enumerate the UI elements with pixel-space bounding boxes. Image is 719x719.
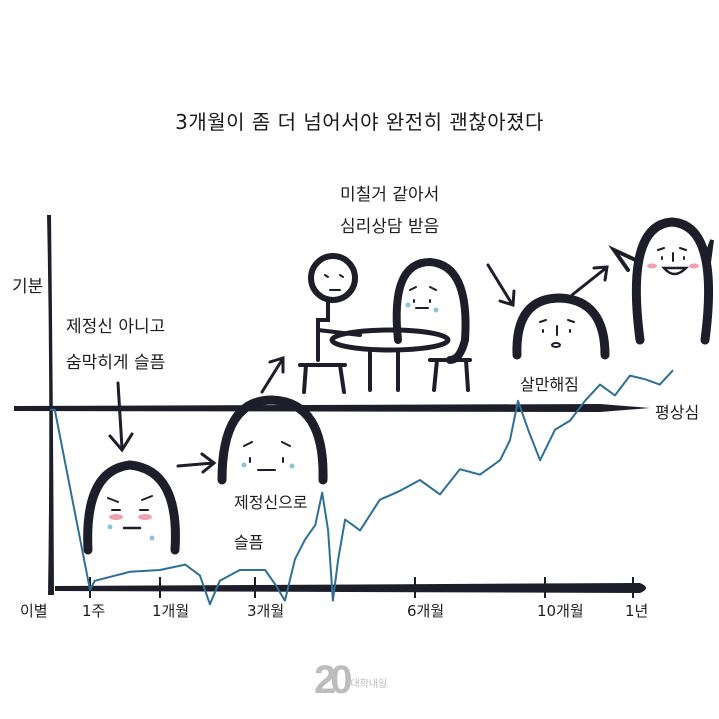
- counseling-scene-illustration: [298, 253, 472, 394]
- x-tick-label: 1개월: [152, 602, 189, 620]
- happy-character-illustration: [608, 217, 714, 345]
- sad-character-illustration: [217, 395, 328, 485]
- x-tick-label: 이별: [20, 602, 48, 620]
- x-tick-label: 10개월: [537, 602, 584, 620]
- note-3-line-1: 미칠거 같아서: [340, 185, 439, 205]
- mood-line: [50, 369, 674, 606]
- logo-mark: 20: [314, 658, 352, 702]
- x-tick-label: 1년: [625, 602, 648, 620]
- arrow-up-right-icon: [260, 355, 285, 394]
- arrow-up-right-icon: [570, 265, 609, 297]
- note-3-line-2: 심리상담 받음: [340, 217, 439, 237]
- note-2-line-1: 제정신으로: [234, 493, 308, 512]
- x-tick-label: 6개월: [407, 602, 444, 620]
- y-axis-label: 기분: [12, 277, 43, 297]
- x-tick-label: 3개월: [247, 602, 284, 620]
- arrow-right-icon: [176, 452, 217, 474]
- arrow-down-icon: [108, 381, 134, 453]
- logo-text: 대학내일: [350, 679, 388, 690]
- x-axis: [55, 583, 646, 593]
- arrow-down-right-icon: [486, 263, 516, 307]
- y-axis: [47, 215, 54, 595]
- x-tick-label: 1주: [82, 602, 105, 620]
- note-2-line-2: 슬픔: [234, 533, 263, 552]
- note-1-line-2: 숨막히게 슬픔: [66, 353, 165, 373]
- reference-line-label: 평상심: [655, 403, 699, 422]
- note-1-line-1: 제정신 아니고: [66, 317, 165, 337]
- brand-logo: 20 대학내일: [314, 660, 387, 700]
- chart-title: 3개월이 좀 더 넘어서야 완전히 괜찮아졌다: [175, 110, 544, 134]
- reference-line-calm: [14, 404, 650, 412]
- neutral-character-illustration: [512, 293, 610, 360]
- crying-character-illustration: [83, 460, 180, 555]
- note-4: 살만해짐: [520, 375, 579, 394]
